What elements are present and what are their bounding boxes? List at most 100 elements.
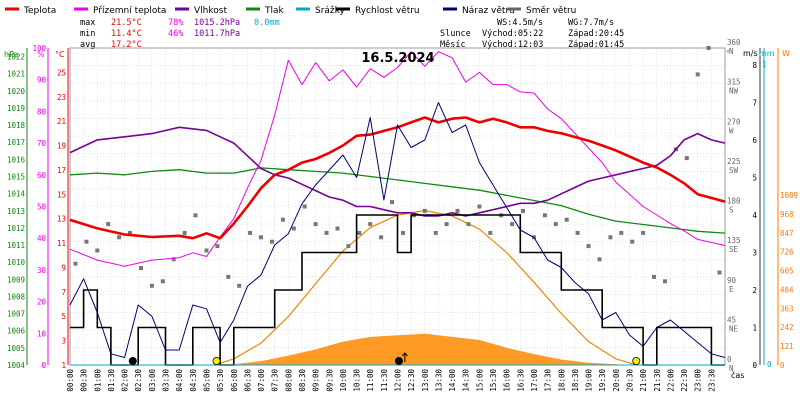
axis-dir-tick-1: 45 [727,315,736,324]
wind-direction-point-54 [663,279,667,284]
axis-x-tick-13: 06:30 [243,369,252,392]
stat-0-2: 78% [168,18,183,28]
axis-hpa-tick-9: 1013 [7,207,25,216]
axis-x-tick-46: 23:00 [694,369,703,392]
axis-x-tick-30: 15:00 [475,369,484,392]
axis-x-tick-8: 04:00 [175,369,184,392]
wind-direction-point-41 [521,208,525,213]
axis-ms-tick-4: 4 [752,211,757,220]
legend-label-4: Tlak [264,6,285,16]
axis-x-tick-6: 03:00 [148,369,157,392]
axis-ms-tick-6: 6 [752,136,757,145]
axis-c-tick-2: 5 [61,312,66,321]
axis-dir-tick-6: 270 [727,117,741,126]
axis-mm-title: mm [759,49,775,58]
wind-direction-point-13 [215,244,220,249]
axis-x-tick-12: 06:00 [230,369,239,392]
wind-direction-point-26 [357,230,362,235]
axis-x-tick-37: 18:30 [571,369,580,392]
axis-c-tick-11: 23 [57,93,66,102]
plot-area [69,46,726,366]
axis-x-tick-47: 23:30 [707,369,716,392]
axis-x-tick-15: 07:30 [271,369,280,392]
axis-c-tick-8: 17 [57,166,66,175]
axis-c-tick-10: 21 [57,117,66,126]
axis-dir-tick-4: 180 [727,197,741,206]
axis-hpa-tick-4: 1008 [7,292,26,301]
axis-x-tick-9: 04:30 [189,369,198,392]
axis-dir-tick-8: 360 [727,38,741,47]
axis-pct-tick-8: 80 [37,107,47,116]
wind-direction-point-25 [346,244,351,249]
axis-dir-name-4: S [729,206,734,215]
wind-direction-point-21 [302,204,307,209]
axis-c-tick-9: 19 [57,142,66,151]
axis-x-title: čas [731,370,744,380]
moon-rise-marker [394,356,403,365]
wind-direction-point-24 [335,226,340,231]
axis-hpa-tick-3: 1007 [7,310,25,319]
wind-direction-point-12 [204,248,209,253]
axis-dir-tick-2: 90 [727,276,737,285]
wind-direction-point-49 [608,235,613,240]
wind-direction-point-47 [586,244,591,249]
stat-1-2: 46% [168,29,183,39]
wind-direction-point-56 [684,156,689,161]
axis-hpa-tick-13: 1017 [7,138,25,147]
axis-pct-tick-9: 90 [37,76,47,85]
moon-label: Měsíc [440,40,466,50]
wind-gust-line [69,102,726,358]
axis-dir-name-5: SW [729,166,739,175]
axis-ms-title: m/s [743,49,758,58]
axis-x-tick-10: 05:00 [202,369,211,392]
wind-direction-point-5 [128,230,132,235]
axis-dir-name-3: SE [729,245,739,254]
wind-direction-point-0 [73,261,78,266]
legend-label-2: Přízemní teplota [93,6,166,16]
axis-c-tick-7: 15 [57,190,66,199]
axis-hpa-title: hPa [4,50,19,59]
wind-direction-point-30 [401,230,405,235]
axis-pct-tick-7: 70 [37,139,47,148]
legend-label-7: Náraz větru [462,6,515,16]
wind-wg: WG:7.7m/s [568,18,614,28]
stat-0-4: 0.0mm [254,18,280,28]
axis-x-tick-7: 03:30 [162,369,171,392]
axis-c-tick-4: 9 [61,263,66,272]
axis-w-tick-4: 484 [780,285,794,294]
axis-x-tick-39: 19:30 [598,369,607,392]
moon-set: Západ:01:45 [568,40,624,50]
axis-x-tick-11: 05:30 [216,369,225,392]
axis-w-tick-3: 363 [780,304,794,313]
axis-hpa-tick-10: 1014 [7,190,26,199]
pressure-line [69,167,726,234]
stat-0-1: 21.5°C [111,18,142,28]
moon-set-marker [128,356,137,365]
axis-hpa-tick-5: 1009 [7,275,25,284]
axis-x-tick-40: 20:00 [612,369,621,392]
axis-dir-tick-5: 225 [727,157,741,166]
wind-direction-point-32 [422,208,427,213]
axis-dir-tick-7: 315 [727,78,741,87]
axis-x-tick-41: 20:30 [625,369,634,392]
axis-pct-tick-4: 40 [37,234,47,243]
axis-dir-name-8: N [729,47,734,56]
legend-label-6: Rychlost větru [355,6,420,16]
wind-direction-point-11 [193,213,198,218]
axis-x-tick-35: 17:30 [544,369,553,392]
axis-hpa-tick-1: 1005 [7,344,25,353]
wind-direction-point-27 [368,222,373,227]
wind-direction-point-37 [477,204,482,209]
axis-w-tick-0: 0 [780,361,785,370]
wind-direction-point-28 [379,235,384,240]
axis-pct-tick-10: 100 [32,44,46,53]
wind-direction-point-19 [280,217,285,222]
wind-direction-point-15 [237,283,242,288]
axis-dir-name-7: NW [729,87,739,96]
axis-c-title: °C [55,50,65,59]
sun-label: Slunce [440,29,471,39]
axis-x-tick-5: 02:30 [134,369,143,392]
axis-pct-tick-0: 0 [41,361,46,370]
